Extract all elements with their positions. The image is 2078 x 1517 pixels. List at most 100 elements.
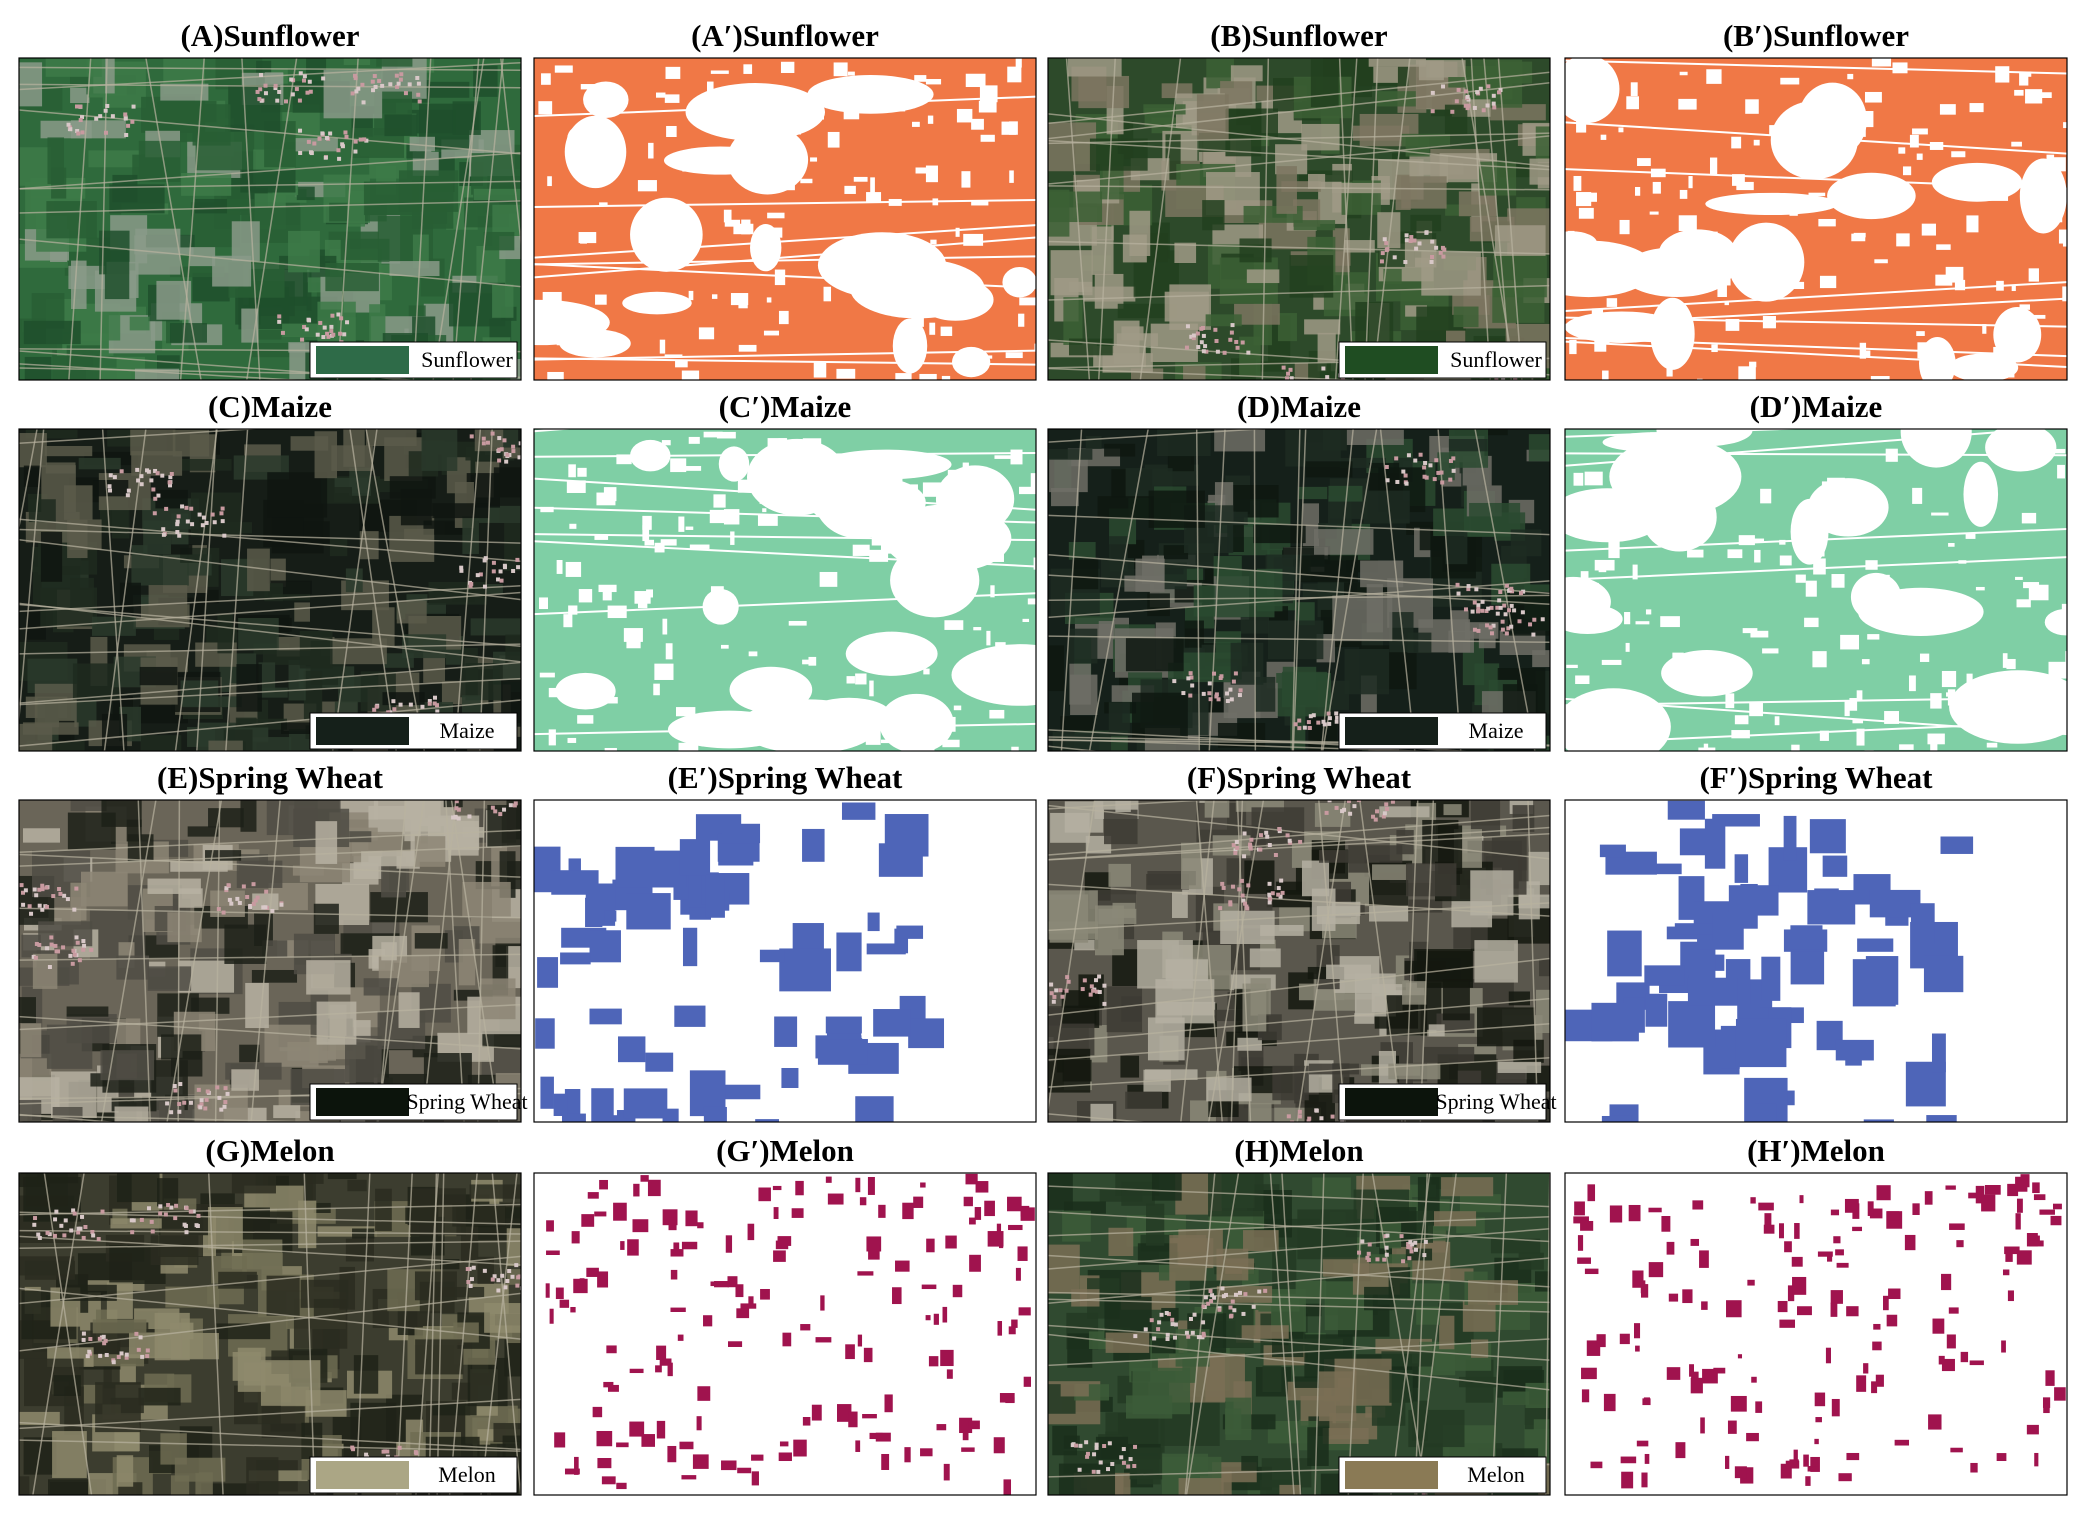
village (1384, 1245, 1389, 1250)
village (1432, 477, 1437, 482)
non-crop-area (1565, 576, 1611, 627)
village (1412, 238, 1417, 243)
village (289, 77, 294, 82)
village (415, 75, 420, 80)
field (453, 989, 493, 1001)
village (514, 1263, 519, 1268)
crop-patch (560, 952, 591, 965)
village (482, 558, 487, 563)
non-crop-patch (1969, 103, 1984, 113)
field (20, 1023, 42, 1058)
field (1106, 986, 1143, 1033)
village (300, 337, 305, 342)
field (493, 467, 521, 498)
crop-patch (1761, 956, 1781, 1001)
village (1330, 1114, 1335, 1119)
non-crop-patch (2006, 658, 2016, 670)
village (481, 436, 486, 441)
non-crop-patch (666, 125, 677, 137)
field (317, 1226, 378, 1237)
non-crop-patch (2044, 213, 2063, 223)
crop-patch (1984, 1185, 2001, 1195)
crop-patch (962, 1431, 969, 1441)
village (1510, 589, 1515, 594)
village (1390, 800, 1395, 804)
village (315, 332, 320, 337)
village (37, 942, 42, 947)
field (43, 740, 85, 751)
village (1375, 809, 1380, 814)
village (308, 89, 313, 94)
village (397, 1445, 402, 1450)
crop-patch (1584, 1268, 1599, 1275)
crop-patch (1809, 819, 1846, 854)
village (135, 467, 140, 472)
village (1233, 848, 1238, 853)
village (57, 887, 62, 892)
field (111, 507, 130, 539)
village (496, 1288, 501, 1293)
non-crop-patch (912, 121, 920, 127)
road (1359, 800, 1403, 1122)
crop-patch (589, 930, 621, 963)
field (1533, 1419, 1550, 1430)
village (468, 1284, 473, 1289)
village (1279, 878, 1284, 883)
road (177, 800, 181, 1122)
village (1286, 371, 1291, 376)
field (1147, 1017, 1185, 1061)
crop-patch (848, 1411, 858, 1428)
crop-patch (604, 910, 617, 922)
non-crop-patch (880, 739, 895, 744)
village (221, 910, 226, 915)
village (507, 1268, 512, 1273)
village (1225, 691, 1230, 696)
legend-label: Spring Wheat (406, 1089, 527, 1114)
village (53, 1217, 58, 1222)
village (80, 115, 85, 120)
crop-patch (545, 1283, 550, 1298)
panel-border (533, 1172, 1037, 1496)
non-crop-patch (1019, 297, 1036, 306)
village (173, 1088, 178, 1093)
village (81, 947, 86, 952)
village (517, 455, 521, 460)
village (119, 469, 124, 474)
village (1406, 1245, 1411, 1250)
non-crop-patch (2061, 603, 2067, 610)
non-crop-area (622, 291, 692, 315)
village (1522, 392, 1526, 396)
field (109, 184, 165, 214)
village (1210, 1293, 1215, 1298)
village (56, 949, 61, 954)
non-crop-patch (791, 130, 802, 135)
road (137, 800, 151, 1122)
village (1466, 587, 1471, 592)
non-crop-patch (539, 672, 555, 678)
non-crop-patch (2011, 141, 2022, 147)
village (219, 1107, 224, 1112)
crop-patch (2054, 1387, 2066, 1401)
village (1382, 1257, 1387, 1262)
crop-patch (1779, 1319, 1796, 1328)
crop-patch (1734, 854, 1749, 883)
village (469, 581, 474, 586)
village (1214, 338, 1219, 343)
field (28, 499, 56, 523)
non-crop-patch (1995, 66, 2010, 83)
village (1346, 800, 1351, 803)
field (1121, 326, 1144, 341)
village (1172, 1335, 1177, 1340)
non-crop-patch (664, 354, 683, 358)
crop-patch (629, 1368, 644, 1374)
field (306, 960, 351, 995)
village (81, 939, 86, 944)
village (1466, 584, 1471, 589)
crop-patch (1945, 1185, 1956, 1190)
crop-patch (862, 1413, 877, 1419)
non-crop-patch (1608, 541, 1620, 559)
village (338, 331, 343, 336)
village (125, 493, 130, 498)
non-crop-patch (1667, 662, 1688, 667)
village (1332, 1128, 1336, 1132)
